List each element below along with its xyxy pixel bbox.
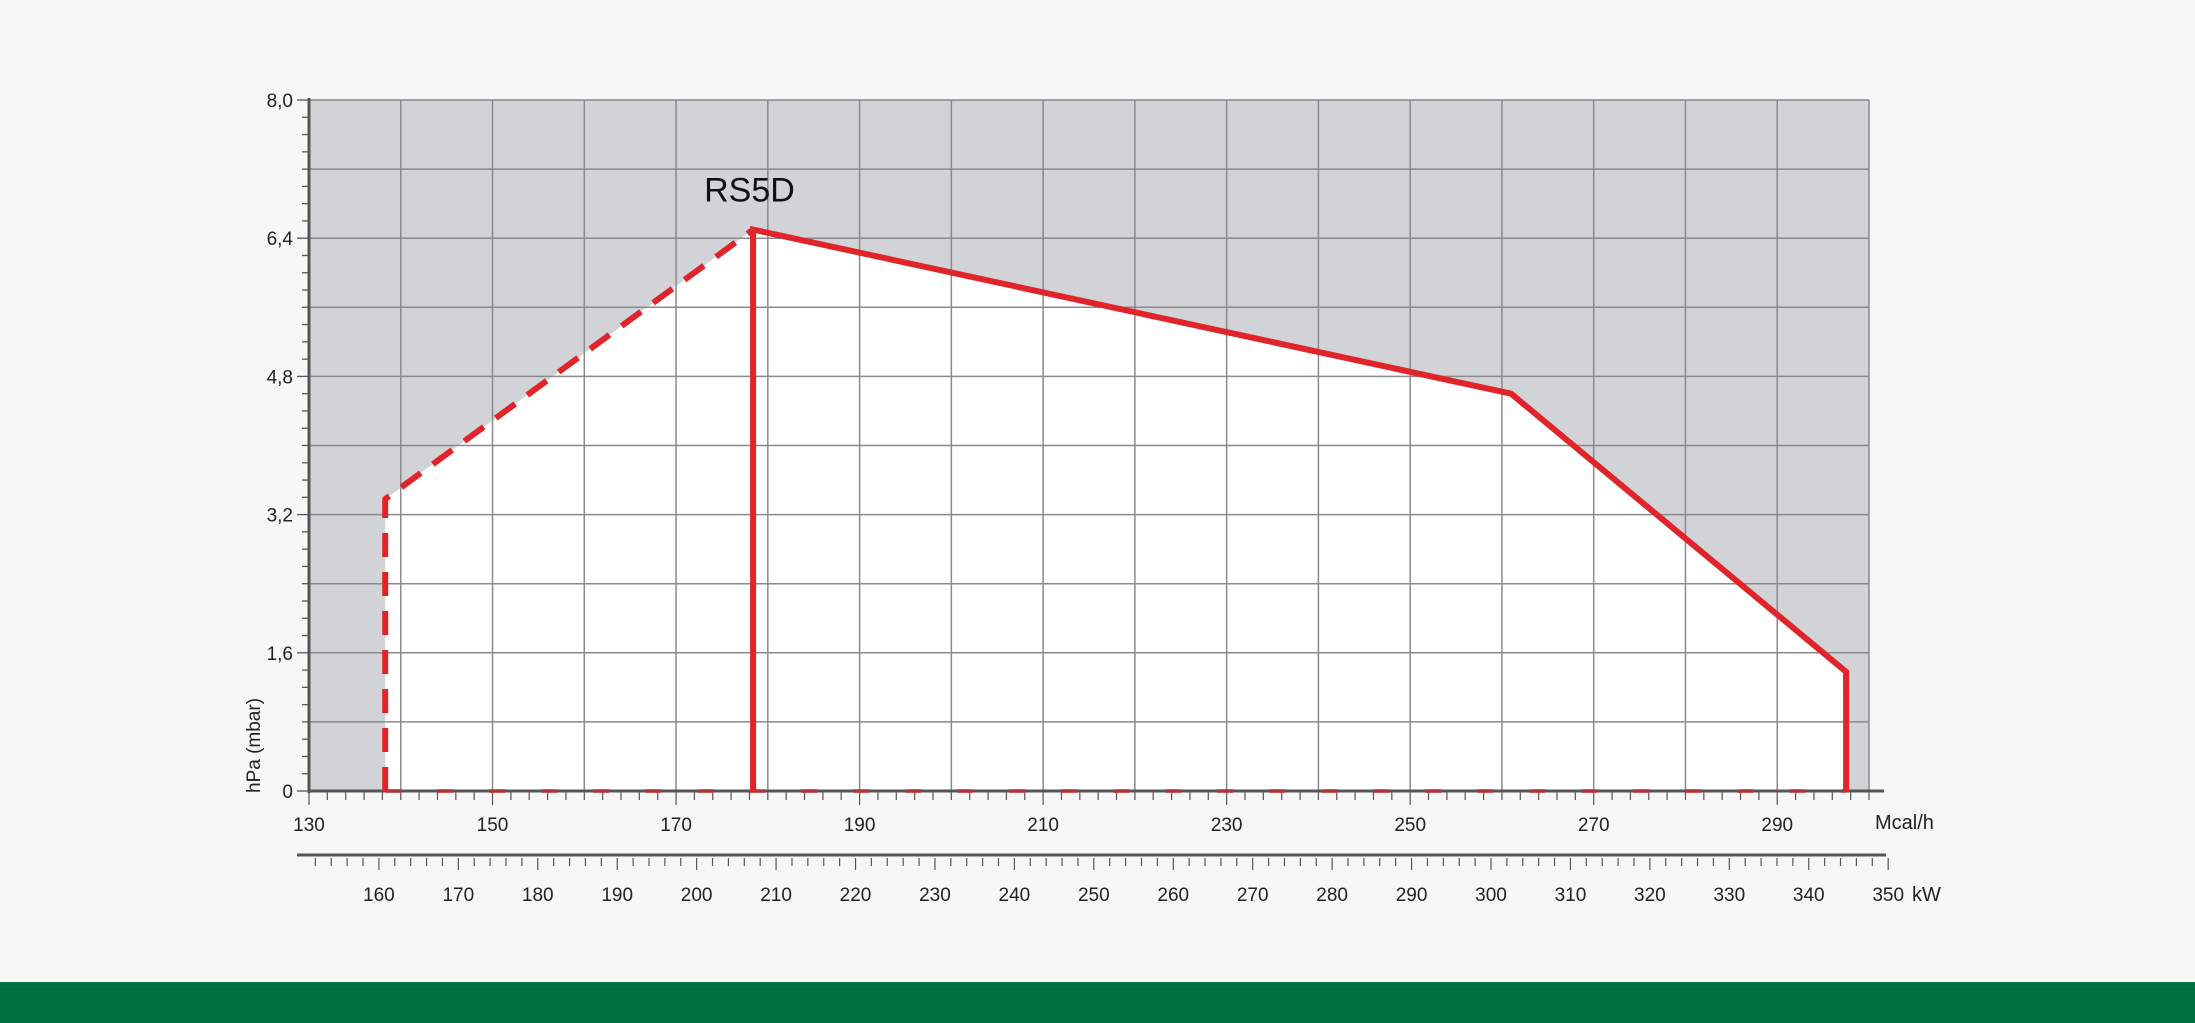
curve: [382, 225, 1850, 793]
series-label: RS5D: [704, 172, 795, 210]
y-tick-label: 1,6: [267, 644, 293, 665]
x2-tick-label: 220: [840, 885, 872, 906]
x2-tick-label: 310: [1555, 885, 1587, 906]
y-tick-label: 3,2: [267, 506, 293, 527]
x2-tick-label: 240: [999, 885, 1031, 906]
x-tick-label: 130: [293, 815, 325, 836]
x2-tick-label: 320: [1634, 885, 1666, 906]
y-tick-label: 0: [282, 782, 293, 803]
x2-tick-label: 200: [681, 885, 713, 906]
x2-tick-label: 180: [522, 885, 554, 906]
x2-tick-label: 350: [1872, 885, 1904, 906]
x2-tick-label: 280: [1316, 885, 1348, 906]
y-tick-label: 6,4: [267, 229, 294, 250]
x-tick-label: 190: [844, 815, 876, 836]
y-tick-label: 4,8: [267, 367, 293, 388]
x2-tick-label: 260: [1157, 885, 1189, 906]
x2-tick-label: 340: [1793, 885, 1825, 906]
curve-solid-segment: [750, 225, 1850, 791]
footer-bar: [0, 982, 2195, 1023]
x2-tick-label: 290: [1396, 885, 1428, 906]
x-tick-label: 210: [1027, 815, 1059, 836]
x2-tick-label: 270: [1237, 885, 1269, 906]
axes: [297, 98, 1889, 870]
labels: 0 1,6 3,2 4,8 6,4 8,0 hPa (mbar) 130 150 170 190 21…: [244, 91, 1941, 906]
x-tick-label: 290: [1761, 815, 1793, 836]
y-tick-label: 8,0: [267, 91, 293, 112]
x2-tick-label: 210: [760, 885, 792, 906]
x-tick-label: 250: [1394, 815, 1426, 836]
x-axis-unit-label: Mcal/h: [1875, 812, 1934, 834]
y-axis-label: hPa (mbar): [244, 698, 265, 793]
curve-dashed-segment: [382, 227, 755, 791]
x2-tick-label: 250: [1078, 885, 1110, 906]
x2-axis-unit-label: kW: [1912, 884, 1941, 906]
x-tick-label: 270: [1578, 815, 1610, 836]
x2-tick-label: 190: [601, 885, 633, 906]
x-tick-label: 170: [660, 815, 692, 836]
x2-tick-label: 160: [363, 885, 395, 906]
x2-tick-label: 170: [442, 885, 474, 906]
x-tick-label: 230: [1211, 815, 1243, 836]
x2-tick-label: 230: [919, 885, 951, 906]
x2-tick-label: 300: [1475, 885, 1507, 906]
x2-tick-label: 330: [1713, 885, 1745, 906]
x-tick-label: 150: [477, 815, 509, 836]
